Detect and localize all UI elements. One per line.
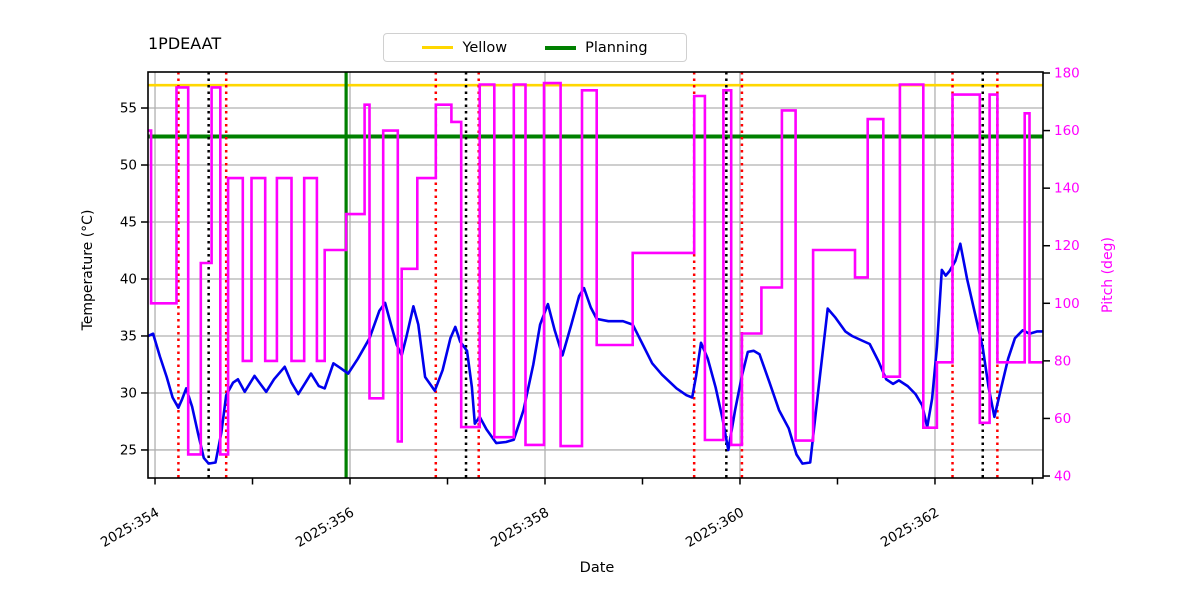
y2-tick-label: 80 — [1054, 353, 1071, 369]
y-tick-label: 45 — [120, 214, 137, 230]
y2-tick-label: 160 — [1054, 123, 1080, 139]
pitch-line — [148, 81, 1043, 456]
y-axis-label: Temperature (°C) — [80, 209, 96, 331]
legend-label-yellow: Yellow — [462, 39, 508, 56]
y2-tick-label: 60 — [1054, 411, 1071, 427]
yellow-line-swatch — [422, 46, 454, 49]
y-tick-label: 40 — [120, 271, 137, 287]
temperature-line — [148, 242, 1043, 465]
legend: Yellow Planning — [383, 33, 687, 62]
legend-item-planning: Planning — [545, 39, 648, 56]
y2-tick-label: 120 — [1054, 238, 1080, 254]
y-tick-label: 25 — [120, 442, 137, 458]
plot-border — [147, 71, 1044, 479]
legend-item-yellow: Yellow — [422, 40, 507, 56]
x-axis-label: Date — [579, 560, 615, 576]
chart-title: 1PDEAAT — [148, 34, 222, 53]
y2-tick-label: 40 — [1054, 469, 1071, 485]
y2-axis-label: Pitch (deg) — [1100, 237, 1116, 313]
y-tick-label: 50 — [120, 158, 137, 174]
y2-tick-label: 100 — [1054, 296, 1080, 312]
y2-tick-label: 180 — [1054, 66, 1080, 82]
legend-label-planning: Planning — [585, 39, 648, 56]
y-tick-label: 35 — [120, 328, 137, 344]
y2-tick-label: 140 — [1054, 181, 1080, 197]
y-tick-label: 55 — [120, 101, 137, 117]
y-tick-label: 30 — [120, 385, 137, 401]
planning-line-swatch — [545, 45, 577, 50]
